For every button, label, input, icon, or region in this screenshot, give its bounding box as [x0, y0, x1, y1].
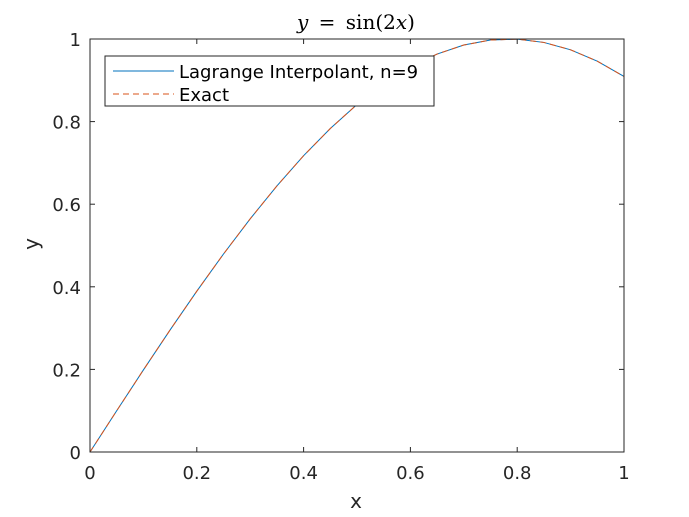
- title-equals: =: [319, 10, 336, 34]
- axes-box: [89, 38, 625, 453]
- x-tick-label: 1: [618, 463, 629, 484]
- x-tick-label: 0.8: [503, 463, 532, 484]
- x-axis-label: x: [350, 489, 362, 513]
- x-tick-label: 0.2: [182, 463, 211, 484]
- x-tick-label: 0.6: [396, 463, 425, 484]
- chart-title: y = sin(2x): [296, 10, 415, 34]
- title-function: sin: [346, 10, 376, 34]
- title-close-paren: ): [407, 10, 415, 34]
- y-tick-label: 1: [70, 30, 81, 51]
- legend-label-lagrange: Lagrange Interpolant, n=9: [179, 62, 418, 83]
- title-arg-number: 2: [383, 10, 396, 34]
- y-tick-label: 0.2: [52, 360, 81, 381]
- plot-area: [90, 39, 624, 452]
- y-tick-label: 0.4: [52, 278, 81, 299]
- legend-box: [104, 55, 435, 107]
- title-lhs: y: [296, 10, 309, 34]
- x-axis-ticks: 0 0.2 0.4 0.6 0.8 1: [84, 39, 630, 484]
- y-tick-label: 0.8: [52, 113, 81, 134]
- legend: Lagrange Interpolant, n=9 Exact: [104, 55, 435, 107]
- y-tick-label: 0: [70, 443, 81, 464]
- y-tick-label: 0.6: [52, 195, 81, 216]
- title-open-paren: (: [375, 10, 383, 34]
- x-tick-label: 0.4: [289, 463, 318, 484]
- y-axis-label: y: [19, 238, 43, 250]
- series-line-exact: [89, 38, 625, 453]
- legend-label-exact: Exact: [179, 85, 229, 106]
- title-arg-variable: x: [396, 10, 407, 34]
- y-axis-ticks: 0 0.2 0.4 0.6 0.8 1: [52, 30, 624, 464]
- x-tick-label: 0: [84, 463, 95, 484]
